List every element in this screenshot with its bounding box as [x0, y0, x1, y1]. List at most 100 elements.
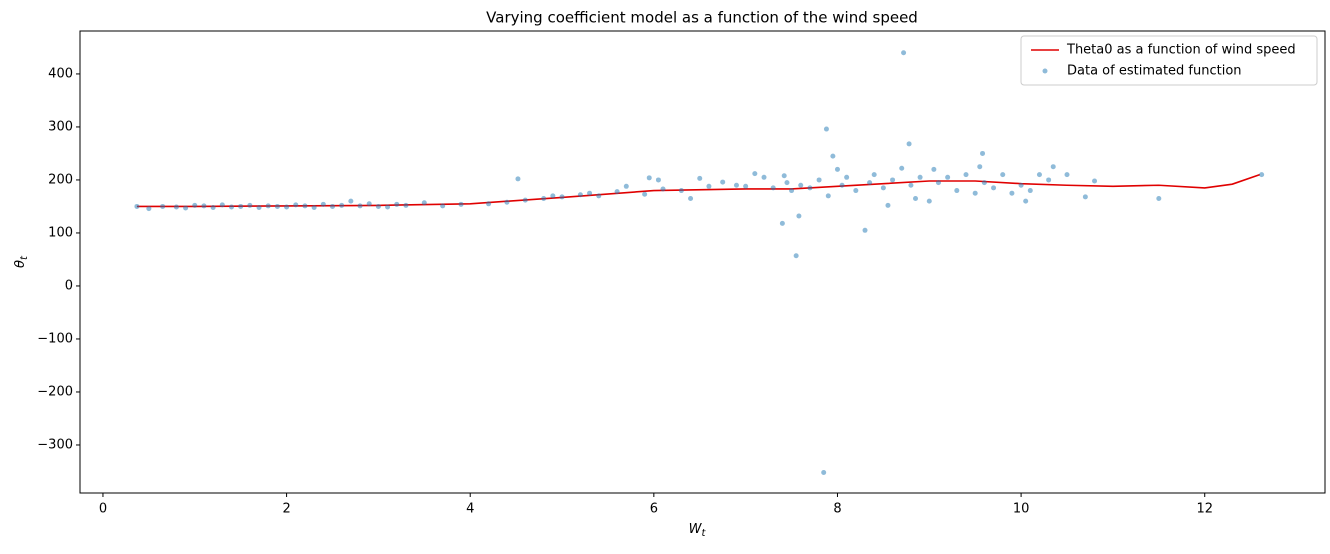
scatter-point	[1046, 177, 1052, 183]
y-tick-label: −200	[37, 384, 73, 399]
x-tick-label: 2	[282, 502, 290, 517]
scatter-point	[977, 164, 983, 170]
scatter-point	[793, 253, 799, 259]
scatter-point	[770, 185, 776, 191]
scatter-point	[733, 182, 739, 188]
scatter-point	[394, 201, 400, 207]
scatter-point	[247, 202, 253, 208]
scatter-point	[596, 193, 602, 199]
x-tick-label: 6	[650, 502, 658, 517]
scatter-point	[210, 205, 216, 211]
x-tick-label: 0	[99, 502, 107, 517]
scatter-point	[1009, 190, 1015, 196]
scatter-point	[201, 203, 207, 209]
scatter-point	[844, 174, 850, 180]
scatter-point	[320, 201, 326, 207]
legend: Theta0 as a function of wind speed Data o…	[1020, 35, 1318, 86]
scatter-point	[781, 173, 787, 179]
scatter-point	[660, 186, 666, 192]
scatter-point	[1050, 164, 1056, 170]
scatter-point	[458, 201, 464, 207]
scatter-point	[265, 203, 271, 209]
scatter-point	[192, 202, 198, 208]
scatter-point	[784, 180, 790, 186]
scatter-point	[357, 203, 363, 209]
scatter-point	[403, 202, 409, 208]
scatter-point	[853, 188, 859, 194]
scatter-point	[646, 175, 652, 181]
scatter-point	[274, 203, 280, 209]
scatter-point	[697, 175, 703, 181]
scatter-point	[830, 153, 836, 159]
scatter-point	[885, 202, 891, 208]
scatter-point	[880, 185, 886, 191]
scatter-point	[779, 220, 785, 226]
scatter-point	[311, 205, 317, 211]
plot-frame	[79, 30, 1326, 494]
scatter-point	[816, 177, 822, 183]
scatter-point	[134, 203, 140, 209]
scatter-point	[559, 194, 565, 200]
scatter-point	[807, 185, 813, 191]
scatter-point	[796, 213, 802, 219]
scatter-point	[1027, 188, 1033, 194]
y-tick-label: 300	[48, 119, 73, 134]
scatter-point	[935, 180, 941, 186]
scatter-point	[789, 188, 795, 194]
y-tick-label: −300	[37, 437, 73, 452]
y-tick-label: 0	[65, 278, 73, 293]
scatter-point	[761, 174, 767, 180]
scatter-point	[385, 204, 391, 210]
x-tick-label: 4	[466, 502, 474, 517]
scatter-point	[515, 176, 521, 182]
scatter-point	[375, 203, 381, 209]
line	[136, 173, 1261, 208]
x-axis-label: Wt	[689, 522, 707, 540]
scatter-point	[678, 188, 684, 194]
scatter-point	[752, 171, 758, 177]
scatter-point	[329, 203, 335, 209]
scatter-point	[160, 203, 166, 209]
scatter-point	[642, 191, 648, 197]
scatter-point	[577, 192, 583, 198]
scatter-point	[834, 166, 840, 172]
scatter-point	[522, 197, 528, 203]
scatter-point	[366, 201, 372, 207]
scatter-point	[293, 202, 299, 208]
legend-label: Data of estimated function	[1067, 64, 1242, 79]
scatter-point	[1000, 172, 1006, 178]
scatter-point	[743, 183, 749, 189]
scatter-point	[256, 205, 262, 211]
scatter-point	[284, 204, 290, 210]
legend-marker	[1042, 68, 1048, 74]
scatter-point	[587, 190, 593, 196]
y-tick-label: 200	[48, 172, 73, 187]
x-tick-label: 8	[833, 502, 841, 517]
scatter-point	[821, 470, 827, 476]
scatter-point	[954, 188, 960, 194]
scatter-point	[421, 200, 427, 206]
scatter-point	[339, 202, 345, 208]
scatter-point	[908, 182, 914, 188]
scatter-point	[504, 199, 510, 205]
scatter-point	[1156, 195, 1162, 201]
scatter-point	[1092, 178, 1098, 184]
scatter-point	[825, 193, 831, 199]
scatter-point	[980, 150, 986, 156]
scatter-point	[614, 189, 620, 195]
scatter-point	[798, 182, 804, 188]
scatter-point	[1259, 172, 1265, 178]
scatter-point	[963, 172, 969, 178]
scatter-point	[1036, 172, 1042, 178]
scatter-point	[867, 180, 873, 186]
scatter-point	[917, 174, 923, 180]
scatter-point	[906, 141, 912, 147]
scatter-point	[550, 193, 556, 199]
scatter-point	[173, 204, 179, 210]
scatter-point	[899, 165, 905, 171]
scatter-point	[720, 179, 726, 185]
scatter-point	[238, 203, 244, 209]
scatter-point	[146, 206, 152, 212]
scatter-point	[655, 177, 661, 183]
scatter-point	[945, 174, 951, 180]
